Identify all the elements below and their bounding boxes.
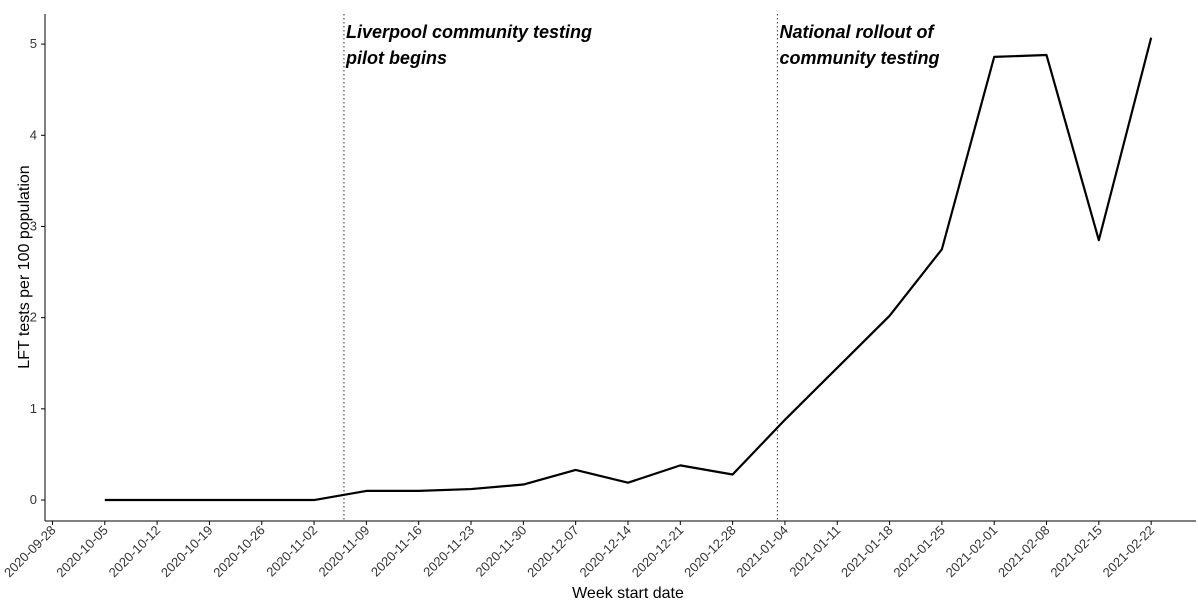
x-tick-label: 2020-12-07	[524, 523, 582, 581]
y-tick-label: 2	[30, 310, 37, 325]
x-tick-label: 2020-11-02	[263, 523, 320, 580]
x-tick-label: 2021-02-15	[1047, 523, 1105, 581]
x-tick-label: 2021-01-18	[838, 523, 896, 581]
x-tick-label: 2020-11-30	[473, 523, 530, 580]
y-axis-title: LFT tests per 100 population	[16, 165, 33, 368]
x-tick-label: 2020-12-21	[629, 523, 687, 581]
y-tick-label: 4	[30, 127, 37, 142]
y-tick-label: 0	[30, 492, 37, 507]
x-axis-title: Week start date	[572, 585, 684, 601]
x-tick-label: 2020-11-23	[420, 523, 477, 580]
x-tick-label: 2021-01-25	[890, 523, 948, 581]
y-tick-label: 3	[30, 218, 37, 233]
x-tick-label: 2020-10-12	[106, 523, 164, 581]
x-tick-label: 2020-11-16	[368, 523, 425, 580]
x-tick-label: 2020-10-26	[210, 523, 268, 581]
x-tick-label: 2020-12-28	[681, 523, 739, 581]
x-tick-label: 2020-10-05	[53, 523, 111, 581]
annotation: Liverpool community testing	[346, 22, 592, 42]
x-tick-label: 2021-01-11	[786, 523, 843, 580]
x-tick-label: 2020-12-14	[576, 523, 634, 581]
y-tick-label: 5	[30, 36, 37, 51]
annotation: pilot begins	[345, 48, 447, 68]
x-tick-label: 2020-11-09	[316, 523, 373, 580]
y-tick-label: 1	[30, 401, 37, 416]
x-tick-label: 2021-02-08	[995, 523, 1053, 581]
annotation: community testing	[779, 48, 939, 68]
x-tick-label: 2020-09-28	[1, 523, 59, 581]
x-tick-label: 2021-02-01	[943, 523, 1001, 581]
x-tick-label: 2021-02-22	[1100, 523, 1158, 581]
annotation: National rollout of	[779, 22, 935, 42]
x-tick-label: 2020-10-19	[158, 523, 216, 581]
data-line	[104, 37, 1153, 502]
x-tick-label: 2021-01-04	[733, 523, 791, 581]
